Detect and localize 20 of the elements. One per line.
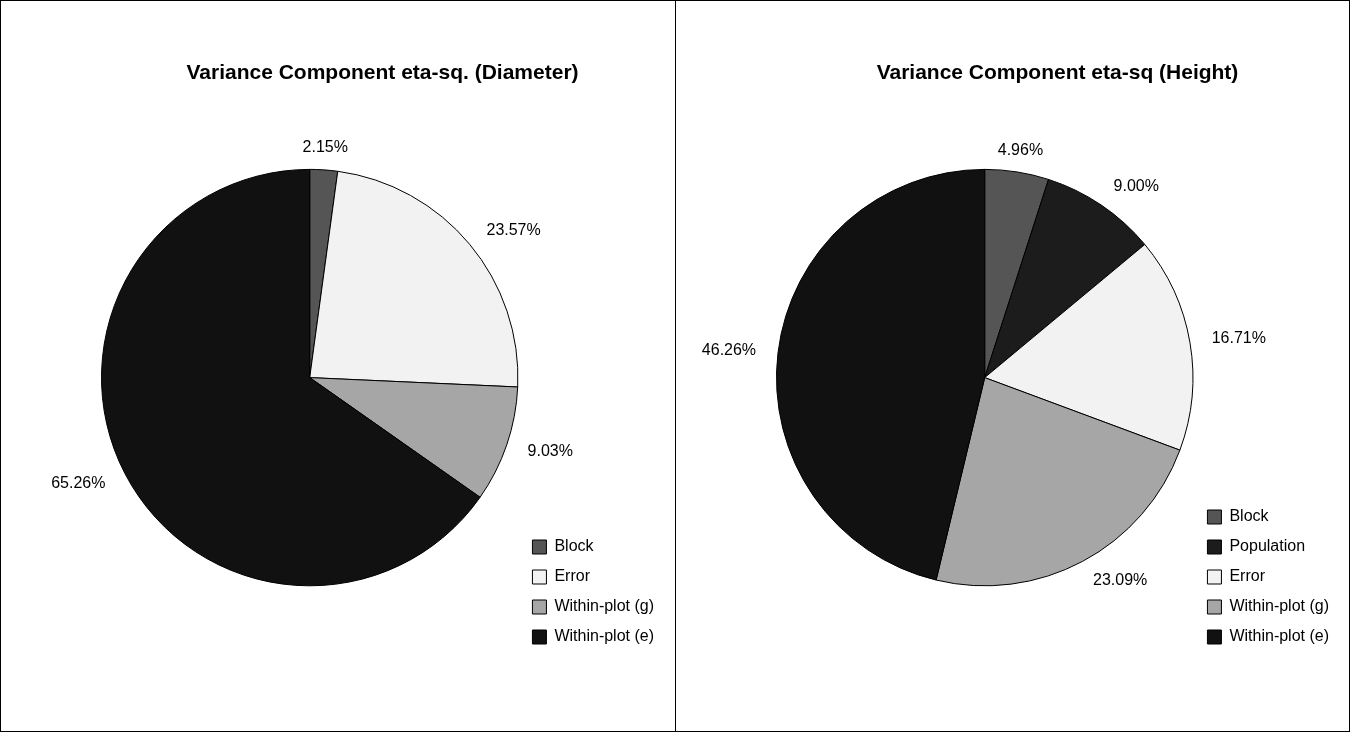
legend-label: Within-plot (g) — [554, 597, 654, 615]
legend-label: Error — [1229, 567, 1266, 585]
data-label: 9.03% — [527, 442, 573, 460]
data-label: 9.00% — [1113, 177, 1159, 195]
chart-title: Variance Component eta-sq (Height) — [876, 60, 1239, 84]
legend-label: Block — [1229, 507, 1270, 525]
legend-label: Block — [554, 537, 595, 555]
data-label: 65.26% — [51, 474, 106, 492]
data-label: 2.15% — [302, 138, 348, 156]
data-label: 16.71% — [1211, 329, 1266, 347]
data-label: 46.26% — [701, 340, 757, 358]
legend-label: Within-plot (e) — [554, 627, 654, 645]
data-label: 23.57% — [486, 220, 541, 238]
data-label: 23.09% — [1092, 571, 1148, 589]
chart-title: Variance Component eta-sq. (Diameter) — [186, 60, 579, 84]
legend-label: Within-plot (e) — [1229, 627, 1329, 645]
legend-label: Within-plot (g) — [1229, 597, 1329, 615]
data-label: 4.96% — [997, 140, 1044, 158]
legend-label: Population — [1229, 537, 1306, 555]
legend-label: Error — [554, 567, 591, 585]
